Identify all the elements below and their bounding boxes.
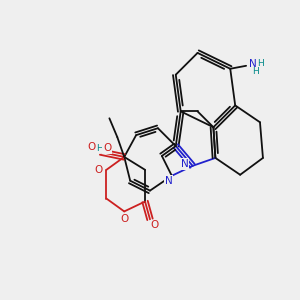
- Text: O: O: [94, 165, 103, 175]
- Text: N: N: [249, 59, 257, 69]
- Text: O: O: [87, 142, 96, 152]
- Text: H: H: [252, 67, 259, 76]
- Text: H: H: [257, 59, 264, 68]
- Text: H: H: [96, 143, 102, 152]
- Text: N: N: [181, 159, 189, 169]
- Text: N: N: [165, 176, 173, 186]
- Text: O: O: [151, 220, 159, 230]
- Text: O: O: [120, 214, 128, 224]
- Text: O: O: [103, 143, 111, 153]
